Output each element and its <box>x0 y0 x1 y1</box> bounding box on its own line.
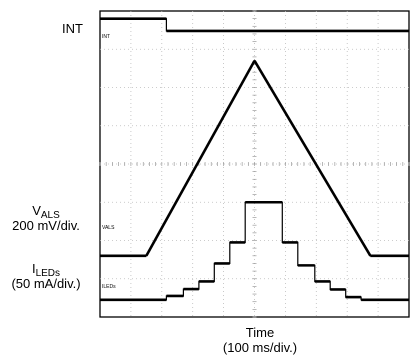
time-axis-label: Time (100 ms/div.) <box>200 325 320 355</box>
trace-tag-iled: ILEDs <box>102 284 116 290</box>
trace-tag-int: INT <box>102 34 110 40</box>
iled-symbol: I <box>31 261 36 276</box>
traces <box>100 17 409 302</box>
vals-subscript: ALS <box>40 210 60 221</box>
time-title: Time <box>245 325 275 340</box>
vals-scale: 200 mV/div. <box>12 218 80 233</box>
iled-scale: (50 mA/div.) <box>11 276 81 291</box>
time-scale: (100 ms/div.) <box>222 340 298 355</box>
vals-channel-label: VALS 200 mV/div. <box>0 203 92 233</box>
int-label-text: INT <box>62 21 83 36</box>
int-channel-label: INT <box>62 21 83 36</box>
trace-vals-segment <box>253 60 372 257</box>
iled-channel-label: ILEDs (50 mA/div.) <box>0 261 92 291</box>
trace-vals-segment <box>145 60 256 257</box>
trace-tag-vals: VALS <box>102 225 115 231</box>
vals-symbol: V <box>32 203 41 218</box>
iled-subscript: LEDs <box>35 268 61 279</box>
